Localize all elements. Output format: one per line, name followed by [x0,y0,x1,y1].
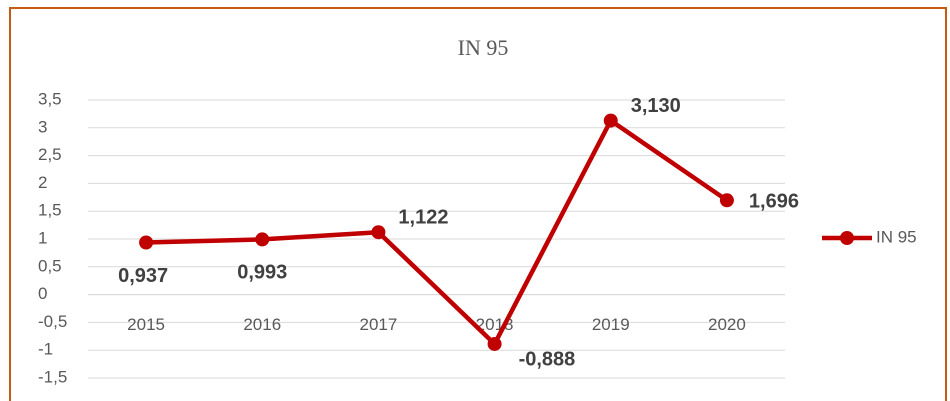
x-tick-label: 2020 [708,315,746,334]
point [487,336,502,351]
value-label: -0,888 [519,348,576,370]
chart-title: IN 95 [458,35,509,60]
y-tick-label: 2 [38,173,47,192]
y-tick-label: 0,5 [38,256,62,275]
y-tick-label: 2,5 [38,145,62,164]
y-tick-label: 3 [38,117,47,136]
y-tick-label: -1,5 [38,367,67,386]
point [255,232,270,247]
line [146,118,729,347]
x-tick-label: 2015 [127,315,165,334]
value-label: 0,993 [237,262,287,284]
point [603,113,618,128]
chart-border [9,7,947,401]
point [371,225,386,240]
point [139,235,154,250]
y-tick-label: 1 [38,228,47,247]
legend-marker [840,231,854,245]
y-tick-label: 3,5 [38,89,62,108]
value-label: 3,130 [631,95,681,117]
y-tick-label: 1,5 [38,201,62,220]
value-label: 1,122 [398,206,448,228]
x-tick-label: 2017 [360,315,398,334]
y-tick-label: 0 [38,284,47,303]
point [719,193,734,208]
x-tick-label: 2019 [592,315,630,334]
y-tick-label: -0,5 [38,312,67,331]
y-tick-label: -1 [38,340,53,359]
x-tick-label: 2016 [243,315,281,334]
value-label: 0,937 [118,265,168,287]
legend-label: IN 95 [876,227,917,246]
value-label: 1,696 [749,191,799,213]
